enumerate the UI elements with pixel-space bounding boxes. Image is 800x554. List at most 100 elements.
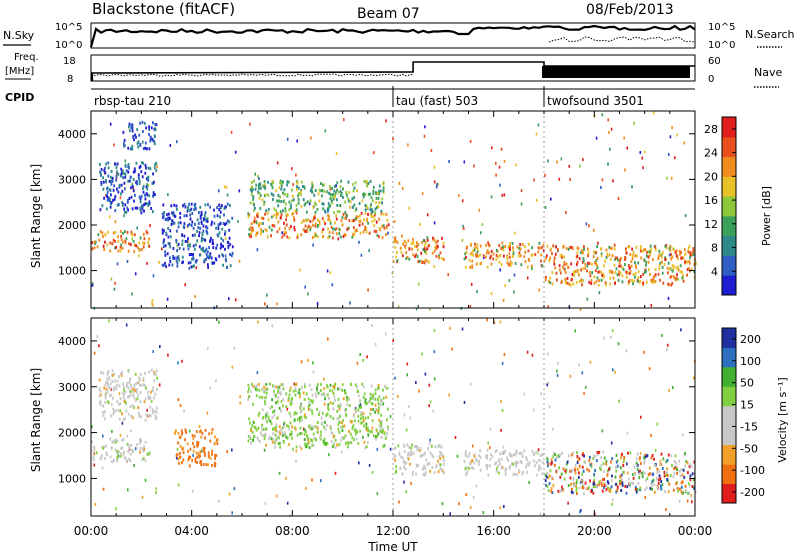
echo-cell — [273, 413, 276, 417]
echo-cell — [319, 389, 322, 392]
echo-speck — [311, 478, 313, 482]
echo-cell — [215, 454, 218, 457]
echo-cell — [464, 452, 467, 456]
echo-cell — [204, 428, 207, 432]
echo-cell — [619, 482, 622, 486]
echo-cell — [385, 212, 388, 216]
echo-cell — [552, 451, 555, 455]
echo-cell — [402, 242, 404, 246]
echo-cell — [278, 199, 280, 203]
echo-cell — [567, 484, 570, 487]
echo-cell — [335, 214, 337, 218]
echo-cell — [265, 229, 268, 233]
echo-cell — [641, 475, 644, 479]
echo-cell — [285, 218, 287, 222]
echo-speck — [238, 259, 241, 263]
echo-cell — [575, 486, 578, 490]
echo-speck — [149, 224, 151, 228]
echo-speck — [179, 404, 182, 407]
echo-cell — [684, 260, 686, 264]
echo-speck — [503, 159, 506, 163]
echo-cell — [112, 231, 115, 235]
echo-cell — [331, 389, 334, 393]
echo-cell — [613, 263, 616, 267]
echo-cell — [582, 483, 585, 487]
echo-speck — [458, 502, 460, 506]
echo-cell — [396, 240, 399, 244]
echo-speck — [669, 135, 672, 139]
echo-cell — [130, 195, 133, 199]
echo-cell — [591, 262, 593, 266]
echo-speck — [300, 360, 303, 364]
echo-cell — [381, 236, 384, 240]
echo-cell — [316, 388, 318, 392]
echo-cell — [213, 261, 216, 265]
echo-cell — [139, 200, 142, 204]
echo-cell — [164, 250, 166, 254]
echo-cell — [229, 243, 232, 247]
echo-speck — [281, 231, 283, 235]
echo-cell — [407, 239, 410, 243]
echo-cell — [219, 206, 222, 210]
echo-cell — [229, 264, 232, 268]
echo-cell — [204, 203, 207, 207]
echo-speck — [406, 362, 409, 366]
echo-cell — [319, 433, 322, 437]
echo-cell — [501, 241, 504, 245]
echo-cell — [123, 417, 126, 420]
echo-cell — [578, 257, 581, 261]
echo-speck — [428, 404, 430, 408]
echo-cell — [104, 166, 106, 170]
echo-speck — [567, 501, 569, 505]
echo-speck — [499, 320, 502, 324]
echo-cell — [107, 196, 110, 200]
echo-cell — [168, 212, 170, 216]
echo-speck — [237, 220, 239, 223]
echo-cell — [378, 189, 380, 193]
echo-cell — [348, 397, 351, 401]
echo-cell — [133, 406, 135, 409]
echo-cell — [327, 202, 330, 206]
echo-cell — [198, 245, 201, 249]
echo-speck — [433, 180, 436, 184]
echo-cell — [207, 265, 209, 269]
echo-cell — [414, 244, 416, 248]
echo-speck — [644, 496, 647, 499]
echo-speck — [195, 266, 198, 270]
echo-cell — [406, 443, 409, 447]
echo-cell — [582, 251, 584, 255]
echo-cell — [251, 187, 254, 191]
echo-cell — [308, 224, 310, 228]
echo-cell — [172, 247, 175, 250]
echo-cell — [509, 465, 511, 468]
echo-cell — [292, 212, 294, 216]
echo-cell — [570, 246, 573, 249]
echo-cell — [294, 427, 297, 431]
echo-speck — [618, 399, 620, 403]
echo-cell — [424, 471, 427, 475]
echo-cell — [364, 204, 367, 207]
echo-speck — [126, 434, 128, 438]
echo-cell — [141, 447, 144, 451]
echo-cell — [486, 466, 488, 470]
echo-cell — [657, 272, 660, 276]
echo-cell — [432, 236, 434, 240]
echo-cell — [586, 467, 589, 471]
echo-cell — [247, 390, 249, 394]
echo-cell — [288, 411, 291, 415]
echo-cell — [296, 185, 298, 189]
echo-cell — [353, 186, 356, 190]
echo-speck — [299, 268, 301, 272]
echo-cell — [145, 166, 147, 170]
echo-cell — [441, 236, 443, 240]
echo-cell — [274, 428, 277, 432]
echo-cell — [262, 229, 264, 233]
echo-cell — [250, 235, 253, 239]
echo-cell — [424, 250, 426, 254]
echo-cell — [202, 446, 205, 450]
echo-cell — [306, 442, 309, 446]
echo-cell — [118, 450, 120, 454]
echo-speck — [98, 344, 100, 348]
echo-cell — [117, 239, 120, 243]
echo-cell — [334, 383, 337, 386]
